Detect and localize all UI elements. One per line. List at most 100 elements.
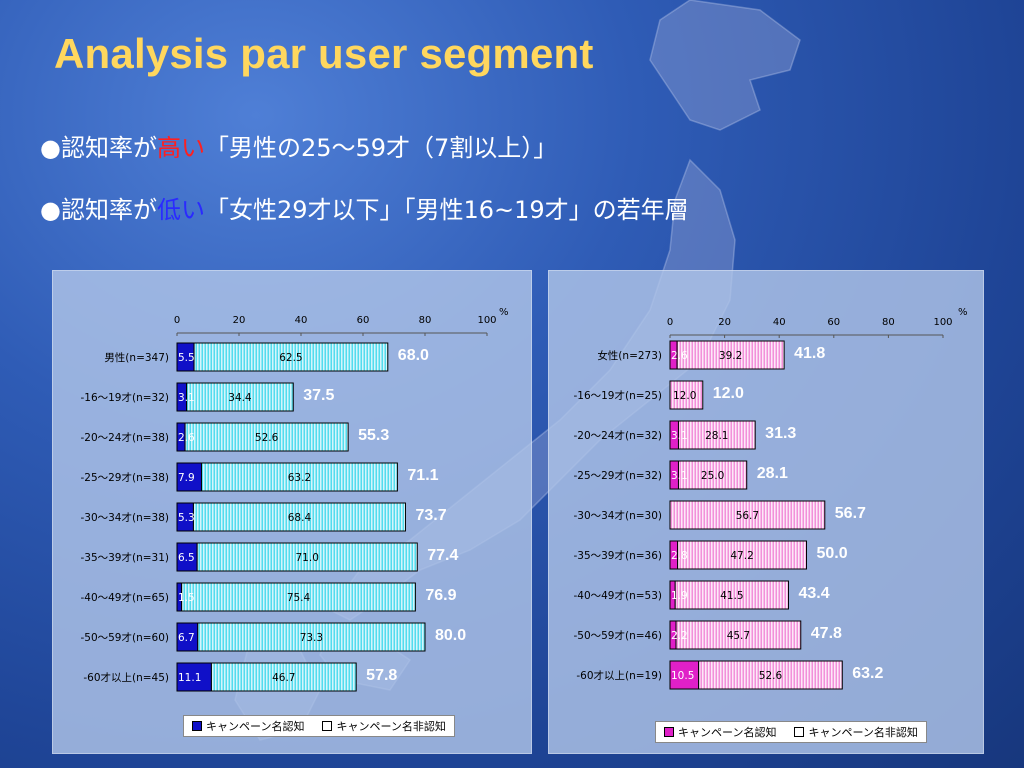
data-label-unaware: 28.1 — [705, 430, 728, 442]
x-tick-label: 100 — [477, 315, 496, 326]
bar-unaware — [193, 342, 389, 372]
bar-unaware — [674, 580, 789, 610]
category-label: -60才以上(n=19) — [576, 669, 662, 682]
total-label: 28.1 — [757, 465, 788, 482]
bullet-low-awareness: ●認知率が低い「女性29才以下」「男性16~19才」の若年層 — [40, 190, 689, 225]
category-label: -16～19才(n=32) — [80, 391, 169, 404]
bar-unaware — [677, 420, 756, 450]
category-label: -40～49才(n=53) — [573, 589, 662, 602]
total-label: 73.7 — [415, 507, 446, 524]
data-label-unaware: 46.7 — [272, 672, 295, 684]
total-label: 68.0 — [398, 347, 429, 364]
data-label-aware: 3.1 — [178, 392, 195, 404]
total-label: 80.0 — [435, 627, 466, 644]
total-label: 43.4 — [798, 585, 829, 602]
total-label: 71.1 — [407, 467, 438, 484]
bar-unaware — [197, 622, 426, 652]
category-label: 女性(n=273) — [597, 349, 662, 362]
bar-unaware — [184, 422, 349, 452]
category-label: -35～39才(n=36) — [573, 549, 662, 562]
total-label: 55.3 — [358, 427, 389, 444]
data-label-aware: 11.1 — [178, 672, 201, 684]
data-label-unaware: 68.4 — [288, 512, 312, 524]
data-label-aware: 5.3 — [178, 512, 195, 524]
data-label-unaware: 47.2 — [730, 550, 753, 562]
category-label: -50～59才(n=46) — [573, 629, 662, 642]
total-label: 57.8 — [366, 667, 397, 684]
category-label: -25～29才(n=38) — [80, 471, 169, 484]
x-tick-label: 80 — [419, 315, 432, 326]
bar-aware — [176, 462, 202, 492]
legend-label: キャンペーン名認知 — [678, 726, 777, 739]
data-label-unaware: 45.7 — [727, 630, 750, 642]
legend-item-unaware: キャンペーン名非認知 — [794, 724, 918, 740]
bullet-mark: ● — [40, 134, 61, 162]
axis-unit-label: % — [958, 307, 968, 318]
bullet-prefix: 認知率が — [60, 196, 157, 224]
bar-unaware — [677, 460, 748, 490]
bar-aware — [176, 662, 212, 692]
x-tick-label: 20 — [233, 315, 246, 326]
total-label: 63.2 — [852, 665, 883, 682]
total-label: 41.8 — [794, 345, 825, 362]
data-label-aware: 2.2 — [671, 630, 688, 642]
data-label-aware: 6.5 — [178, 552, 195, 564]
data-label-aware: 2.8 — [671, 550, 688, 562]
bullet-high-awareness: ●認知率が高い「男性の25～59才（7割以上）」 — [40, 128, 557, 163]
bullet-text: 「女性29才以下」「男性16~19才」の若年層 — [204, 196, 689, 224]
bar-unaware — [181, 582, 416, 612]
legend-label: キャンペーン名非認知 — [808, 726, 918, 739]
data-label-aware: 1.9 — [671, 590, 688, 602]
data-label-aware: 2.6 — [671, 350, 688, 362]
data-label-unaware: 34.4 — [228, 392, 252, 404]
bar-unaware — [186, 382, 294, 412]
bar-unaware — [192, 502, 406, 532]
data-label-unaware: 71.0 — [296, 552, 319, 564]
legend-swatch — [322, 721, 333, 731]
legend-item-aware: キャンペーン名認知 — [664, 724, 776, 740]
male-awareness-chart-panel: 0 20 40 60 80 100% 男性(n=347) 5.5 62.5 68.0 -16～19才… — [52, 270, 532, 754]
female-awareness-chart-panel: 0 20 40 60 80 100% 女性(n=273) 2.6 39.2 41.8 -16～19才… — [548, 270, 984, 754]
total-label: 12.0 — [713, 385, 744, 402]
data-label-unaware: 39.2 — [719, 350, 742, 362]
data-label-unaware: 75.4 — [287, 592, 311, 604]
category-label: -35～39才(n=31) — [80, 551, 169, 564]
bar-unaware — [677, 540, 807, 570]
category-label: -60才以上(n=45) — [83, 671, 169, 684]
legend-item-aware: キャンペーン名認知 — [192, 718, 304, 734]
bullet-text: 「男性の25～59才（7割以上）」 — [204, 134, 558, 162]
total-label: 76.9 — [425, 587, 456, 604]
category-label: -40～49才(n=65) — [80, 591, 169, 604]
category-label: -25～29才(n=32) — [573, 469, 662, 482]
data-label-aware: 6.7 — [178, 632, 195, 644]
data-label-unaware: 62.5 — [279, 352, 302, 364]
bullet-highlight: 低い — [156, 196, 205, 224]
slide-title: Analysis par user segment — [54, 30, 594, 77]
x-tick-label: 40 — [773, 317, 786, 328]
category-label: -20～24才(n=32) — [573, 429, 662, 442]
data-label-unaware: 52.6 — [255, 432, 279, 444]
x-tick-label: 20 — [718, 317, 731, 328]
category-label: -30～34才(n=38) — [80, 511, 169, 524]
legend-swatch — [664, 727, 674, 737]
x-tick-label: 60 — [357, 315, 370, 326]
legend-swatch — [794, 727, 805, 737]
data-label-aware: 3.1 — [671, 430, 688, 442]
axis-unit-label: % — [499, 307, 509, 318]
data-label-aware: 7.9 — [178, 472, 195, 484]
bar-unaware — [200, 462, 398, 492]
category-label: -20～24才(n=38) — [80, 431, 169, 444]
total-label: 77.4 — [427, 547, 458, 564]
legend-label: キャンペーン名認知 — [206, 720, 305, 733]
total-label: 56.7 — [835, 505, 866, 522]
bar-unaware — [210, 662, 357, 692]
bar-unaware — [196, 542, 418, 572]
x-tick-label: 40 — [295, 315, 308, 326]
total-label: 37.5 — [303, 387, 334, 404]
category-label: -16～19才(n=25) — [573, 389, 662, 402]
x-tick-label: 100 — [933, 317, 952, 328]
female-awareness-chart: 0 20 40 60 80 100% 女性(n=273) 2.6 39.2 41.8 -16～19才… — [573, 307, 968, 690]
data-label-aware: 1.5 — [178, 592, 195, 604]
chart-legend: キャンペーン名認知 キャンペーン名非認知 — [183, 715, 455, 737]
legend-item-unaware: キャンペーン名非認知 — [322, 718, 446, 734]
